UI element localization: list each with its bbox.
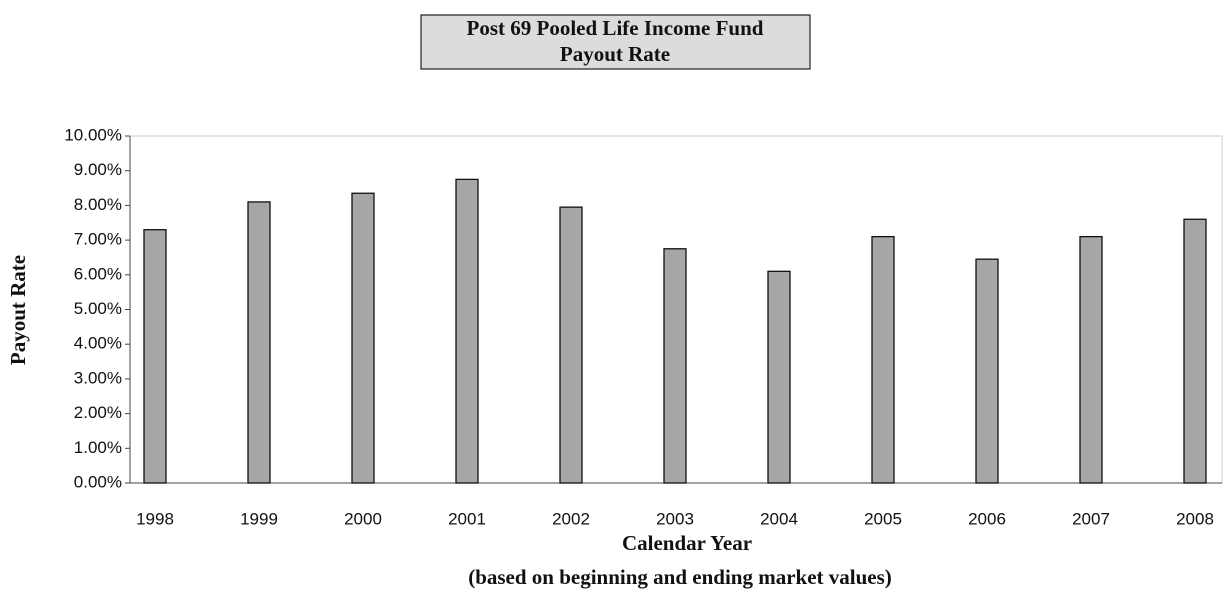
- bar: [1079, 235, 1103, 484]
- bar: [871, 235, 895, 484]
- y-tick-label: 1.00%: [74, 438, 122, 457]
- y-tick-label: 10.00%: [64, 125, 122, 144]
- title-box: [420, 14, 811, 70]
- y-tick-label: 8.00%: [74, 195, 122, 214]
- x-tick-label: 2001: [448, 509, 486, 528]
- bar: [663, 248, 687, 484]
- bar: [767, 270, 791, 484]
- chart-title: Post 69 Pooled Life Income Fund: [467, 16, 764, 40]
- bar: [559, 206, 583, 484]
- bar: [975, 258, 999, 484]
- bar: [143, 229, 167, 484]
- y-tick-label: 7.00%: [74, 230, 122, 249]
- bar: [455, 178, 479, 484]
- x-tick-label: 2007: [1072, 509, 1110, 528]
- chart-subtitle: Payout Rate: [560, 42, 670, 66]
- y-tick-label: 9.00%: [74, 160, 122, 179]
- x-tick-label: 2003: [656, 509, 694, 528]
- y-tick-label: 2.00%: [74, 403, 122, 422]
- bar: [351, 192, 375, 484]
- y-tick-label: 6.00%: [74, 264, 122, 283]
- bar: [1183, 218, 1207, 484]
- y-tick-label: 3.00%: [74, 368, 122, 387]
- x-tick-label: 2006: [968, 509, 1006, 528]
- x-tick-label: 2000: [344, 509, 382, 528]
- x-tick-label: 2005: [864, 509, 902, 528]
- bar: [247, 201, 271, 484]
- x-tick-label: 2004: [760, 509, 798, 528]
- x-tick-label: 2008: [1176, 509, 1214, 528]
- x-tick-label: 2002: [552, 509, 590, 528]
- y-tick-label: 5.00%: [74, 299, 122, 318]
- x-tick-label: 1998: [136, 509, 174, 528]
- y-tick-label: 4.00%: [74, 334, 122, 353]
- note: (based on beginning and ending market va…: [468, 565, 892, 589]
- x-tick-label: 1999: [240, 509, 278, 528]
- x-axis-label: Calendar Year: [622, 531, 752, 555]
- y-tick-label: 0.00%: [74, 472, 122, 491]
- y-axis-label: Payout Rate: [6, 255, 30, 365]
